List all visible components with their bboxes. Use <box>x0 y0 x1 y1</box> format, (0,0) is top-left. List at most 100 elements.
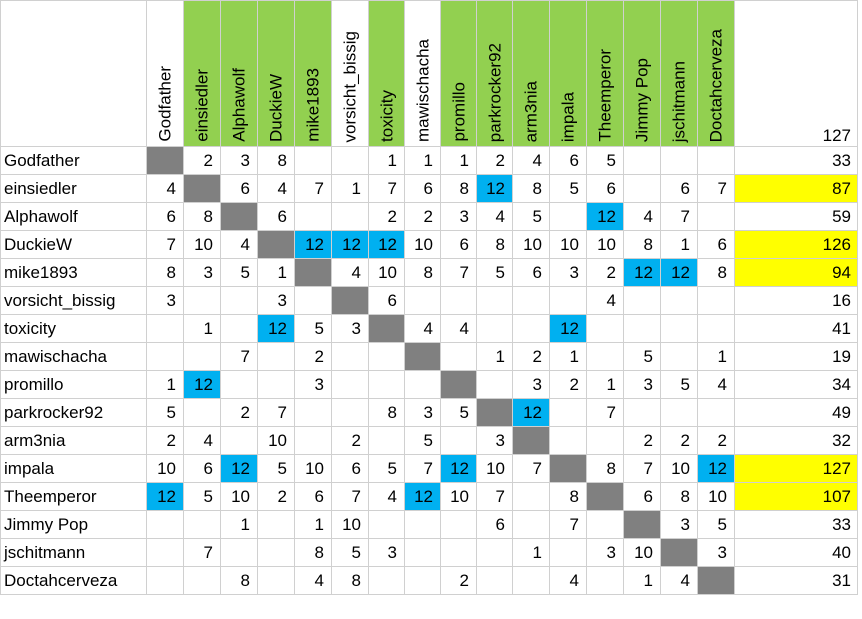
score-cell[interactable]: 1 <box>586 370 624 399</box>
score-cell[interactable] <box>476 286 513 315</box>
score-cell[interactable]: 12 <box>697 454 735 483</box>
score-cell[interactable] <box>697 202 735 231</box>
row-name-cell[interactable]: Jimmy Pop <box>0 510 147 539</box>
grand-total-cell[interactable]: 127 <box>734 0 858 147</box>
row-total-cell[interactable]: 19 <box>734 342 858 371</box>
score-cell[interactable]: 10 <box>368 258 405 287</box>
score-cell[interactable] <box>257 342 295 371</box>
score-cell[interactable]: 4 <box>440 314 477 343</box>
score-cell[interactable]: 1 <box>623 566 661 595</box>
score-cell[interactable]: 12 <box>368 230 405 259</box>
column-header[interactable]: vorsicht_bissig <box>331 0 369 147</box>
row-name-cell[interactable]: parkrocker92 <box>0 398 147 427</box>
diagonal-cell[interactable] <box>660 538 698 567</box>
score-cell[interactable]: 7 <box>294 174 332 203</box>
score-cell[interactable]: 5 <box>440 398 477 427</box>
score-cell[interactable] <box>368 342 405 371</box>
row-name-cell[interactable]: toxicity <box>0 314 147 343</box>
score-cell[interactable]: 8 <box>368 398 405 427</box>
row-total-cell[interactable]: 16 <box>734 286 858 315</box>
score-cell[interactable]: 10 <box>623 538 661 567</box>
score-cell[interactable]: 8 <box>586 454 624 483</box>
score-cell[interactable] <box>623 286 661 315</box>
score-cell[interactable]: 2 <box>183 146 221 175</box>
score-cell[interactable]: 1 <box>404 146 441 175</box>
diagonal-cell[interactable] <box>404 342 441 371</box>
column-header[interactable]: arm3nia <box>512 0 550 147</box>
score-cell[interactable]: 3 <box>183 258 221 287</box>
score-cell[interactable] <box>586 342 624 371</box>
score-cell[interactable]: 4 <box>512 146 550 175</box>
score-cell[interactable]: 6 <box>331 454 369 483</box>
score-cell[interactable]: 8 <box>476 230 513 259</box>
score-cell[interactable]: 2 <box>623 426 661 455</box>
row-total-cell[interactable]: 33 <box>734 146 858 175</box>
score-cell[interactable] <box>623 174 661 203</box>
score-cell[interactable]: 6 <box>440 230 477 259</box>
score-cell[interactable] <box>476 538 513 567</box>
score-cell[interactable] <box>146 314 184 343</box>
row-name-cell[interactable]: DuckieW <box>0 230 147 259</box>
score-cell[interactable] <box>257 566 295 595</box>
row-total-cell[interactable]: 107 <box>734 482 858 511</box>
score-cell[interactable]: 10 <box>183 230 221 259</box>
column-header[interactable]: promillo <box>440 0 477 147</box>
diagonal-cell[interactable] <box>220 202 258 231</box>
score-cell[interactable] <box>183 398 221 427</box>
score-cell[interactable]: 7 <box>368 174 405 203</box>
score-cell[interactable] <box>476 314 513 343</box>
row-total-cell[interactable]: 87 <box>734 174 858 203</box>
score-cell[interactable]: 7 <box>440 258 477 287</box>
score-cell[interactable] <box>368 566 405 595</box>
score-cell[interactable]: 2 <box>512 342 550 371</box>
score-cell[interactable] <box>660 314 698 343</box>
score-cell[interactable]: 4 <box>660 566 698 595</box>
score-cell[interactable] <box>697 398 735 427</box>
score-cell[interactable]: 4 <box>549 566 587 595</box>
score-cell[interactable] <box>549 538 587 567</box>
score-cell[interactable] <box>476 370 513 399</box>
score-cell[interactable] <box>549 398 587 427</box>
score-cell[interactable]: 8 <box>331 566 369 595</box>
score-cell[interactable]: 12 <box>476 174 513 203</box>
score-cell[interactable]: 3 <box>476 426 513 455</box>
score-cell[interactable]: 3 <box>697 538 735 567</box>
score-cell[interactable] <box>183 510 221 539</box>
row-total-cell[interactable]: 49 <box>734 398 858 427</box>
score-cell[interactable]: 5 <box>146 398 184 427</box>
score-cell[interactable]: 12 <box>183 370 221 399</box>
score-cell[interactable] <box>331 146 369 175</box>
diagonal-cell[interactable] <box>697 566 735 595</box>
column-header[interactable]: mike1893 <box>294 0 332 147</box>
score-cell[interactable]: 12 <box>660 258 698 287</box>
score-cell[interactable]: 5 <box>697 510 735 539</box>
row-total-cell[interactable]: 34 <box>734 370 858 399</box>
score-cell[interactable]: 4 <box>183 426 221 455</box>
column-header[interactable]: parkrocker92 <box>476 0 513 147</box>
score-cell[interactable]: 10 <box>331 510 369 539</box>
score-cell[interactable]: 2 <box>220 398 258 427</box>
score-cell[interactable]: 12 <box>623 258 661 287</box>
score-cell[interactable] <box>512 510 550 539</box>
diagonal-cell[interactable] <box>440 370 477 399</box>
row-total-cell[interactable]: 127 <box>734 454 858 483</box>
column-header[interactable]: DuckieW <box>257 0 295 147</box>
score-cell[interactable]: 6 <box>220 174 258 203</box>
score-cell[interactable] <box>220 538 258 567</box>
score-cell[interactable]: 2 <box>440 566 477 595</box>
score-cell[interactable]: 5 <box>549 174 587 203</box>
score-cell[interactable] <box>660 342 698 371</box>
score-cell[interactable] <box>512 314 550 343</box>
row-total-cell[interactable]: 32 <box>734 426 858 455</box>
score-cell[interactable]: 5 <box>404 426 441 455</box>
score-cell[interactable]: 7 <box>257 398 295 427</box>
score-cell[interactable]: 3 <box>331 314 369 343</box>
score-cell[interactable]: 12 <box>549 314 587 343</box>
score-cell[interactable]: 6 <box>404 174 441 203</box>
score-cell[interactable] <box>257 538 295 567</box>
score-cell[interactable] <box>476 566 513 595</box>
score-cell[interactable]: 3 <box>220 146 258 175</box>
score-cell[interactable]: 6 <box>623 482 661 511</box>
score-cell[interactable]: 10 <box>476 454 513 483</box>
score-cell[interactable]: 5 <box>257 454 295 483</box>
